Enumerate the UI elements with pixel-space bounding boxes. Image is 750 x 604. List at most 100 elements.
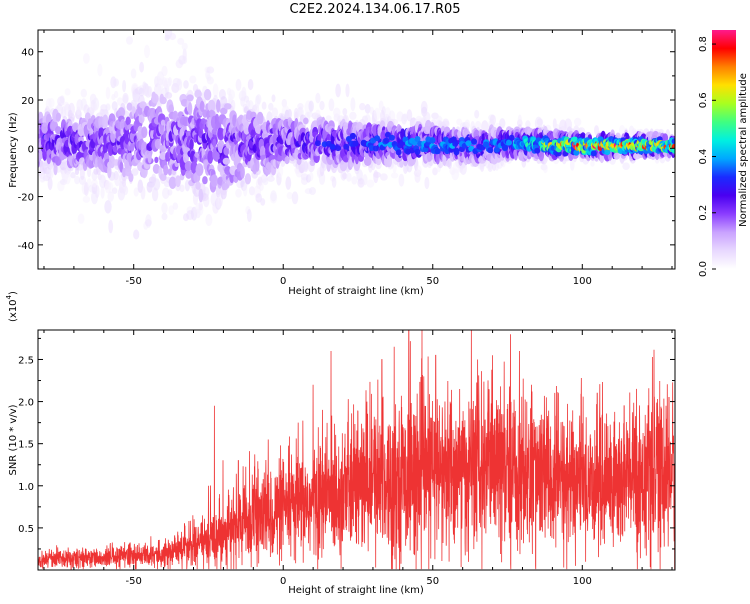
- spectrogram-cell: [380, 173, 388, 181]
- spectrogram-cell: [502, 144, 508, 151]
- spectrogram-cell: [84, 112, 91, 121]
- spectrogram-cell: [187, 102, 193, 116]
- spectrogram-cell: [318, 171, 326, 185]
- spectrogram-cell: [285, 176, 292, 190]
- spectrogram-cell: [319, 100, 325, 111]
- snr-plot-area: [38, 330, 675, 570]
- spectrogram-cell: [613, 152, 620, 160]
- spectrogram-cell: [94, 185, 100, 198]
- spectrogram-cell: [159, 173, 167, 181]
- snr-line: [38, 330, 675, 570]
- spectrogram-cell: [87, 166, 92, 178]
- spectrogram-cell: [350, 97, 356, 112]
- spectrogram-cell: [80, 88, 88, 98]
- spectrogram-cell: [399, 160, 404, 168]
- spectrogram-y-label: Frequency (Hz): [8, 112, 19, 188]
- spectrogram-cell: [383, 137, 390, 144]
- spectrogram-cell: [213, 94, 218, 103]
- spectrogram-cell: [471, 138, 477, 145]
- spectrogram-cell: [133, 92, 140, 106]
- spectrogram-cell: [91, 179, 98, 188]
- spectrogram-cell: [406, 109, 413, 122]
- snr-exponent-prefix: (x10: [8, 299, 19, 322]
- spectrogram-cell: [113, 90, 119, 99]
- spectrogram-cell: [55, 126, 62, 135]
- spectrogram-cell: [309, 172, 314, 181]
- spectrogram-cell: [414, 136, 421, 142]
- spectrogram-cell: [49, 166, 54, 179]
- spectrogram-cell: [131, 168, 139, 176]
- spectrogram-frame: [37, 29, 676, 270]
- spectrogram-cell: [464, 119, 470, 128]
- spectrogram-cell: [105, 86, 111, 100]
- spectrogram-cell: [453, 149, 460, 156]
- spectrogram-cell: [172, 202, 179, 210]
- spectrogram-cell: [41, 122, 49, 134]
- y-tick-label: 1.0: [18, 482, 34, 493]
- spectrogram-cell: [126, 102, 133, 111]
- spectrogram-cell: [228, 89, 235, 100]
- spectrogram-cell: [147, 86, 153, 97]
- spectrogram-x-label: Height of straight line (km): [288, 286, 424, 297]
- spectrogram-cell: [167, 189, 173, 196]
- spectrogram-cell: [277, 164, 284, 178]
- colorbar-tick-label: 0.2: [698, 205, 709, 221]
- spectrogram-cell: [78, 136, 84, 143]
- spectrogram-cell: [343, 143, 350, 150]
- spectrogram-cell: [331, 176, 337, 188]
- spectrogram-cell: [145, 219, 152, 227]
- spectrogram-cell: [671, 147, 675, 154]
- spectrogram-cell: [363, 156, 372, 166]
- y-tick-label: 1.5: [18, 440, 34, 451]
- spectrogram-cell: [259, 183, 264, 191]
- spectrogram-cell: [243, 121, 251, 135]
- spectrogram-cell: [194, 89, 202, 99]
- x-tick-label: -50: [126, 576, 142, 587]
- spectrogram-cell: [508, 134, 515, 141]
- spectrogram-cell: [256, 94, 262, 105]
- colorbar-tick-label: 0.0: [698, 261, 709, 277]
- spectrogram-cell: [167, 77, 172, 86]
- spectrogram-cell: [64, 88, 71, 96]
- spectrogram-cell: [517, 114, 522, 126]
- spectrogram-cell: [314, 140, 321, 147]
- spectrogram-cell: [359, 102, 366, 111]
- spectrogram-cell: [452, 140, 459, 147]
- spectrogram-cell: [126, 36, 133, 45]
- spectrogram-cell: [206, 66, 215, 74]
- spectrogram-cell: [432, 167, 438, 176]
- spectrogram-cell: [183, 80, 189, 89]
- spectrogram-cell: [195, 163, 204, 177]
- spectrogram-cell: [315, 92, 321, 104]
- spectrogram-cell: [151, 93, 159, 104]
- snr-y-label: SNR (10 * v/v): [8, 404, 19, 475]
- spectrogram-heatmap: [38, 30, 675, 240]
- spectrogram-cell: [185, 169, 193, 179]
- spectrogram-cell: [506, 139, 512, 146]
- spectrogram-cell: [345, 83, 350, 98]
- spectrogram-cell: [210, 174, 219, 187]
- spectrogram-cell: [74, 175, 80, 185]
- spectrogram-cell: [198, 200, 203, 211]
- spectrogram-cell: [366, 179, 375, 188]
- y-tick-label: -20: [18, 193, 34, 204]
- spectrogram-cell: [346, 172, 352, 182]
- chart-title: C2E2.2024.134.06.17.R05: [289, 2, 461, 17]
- spectrogram-cell: [133, 229, 140, 240]
- spectrogram-cell: [181, 42, 188, 51]
- spectrogram-cell: [222, 157, 231, 165]
- spectrogram-cell: [203, 89, 212, 101]
- spectrogram-cell: [206, 76, 214, 85]
- spectrogram-cell: [55, 112, 61, 122]
- spectrogram-cell: [189, 138, 194, 152]
- y-tick-label: -40: [18, 241, 34, 252]
- snr-exponent-sup: 4: [5, 294, 13, 299]
- spectrogram-cell: [403, 113, 408, 122]
- spectrogram-cell: [268, 102, 274, 111]
- spectrogram-cell: [125, 116, 131, 126]
- spectrogram-cell: [434, 148, 441, 155]
- spectrogram-cell: [398, 173, 405, 187]
- x-tick-label: 0: [280, 276, 286, 287]
